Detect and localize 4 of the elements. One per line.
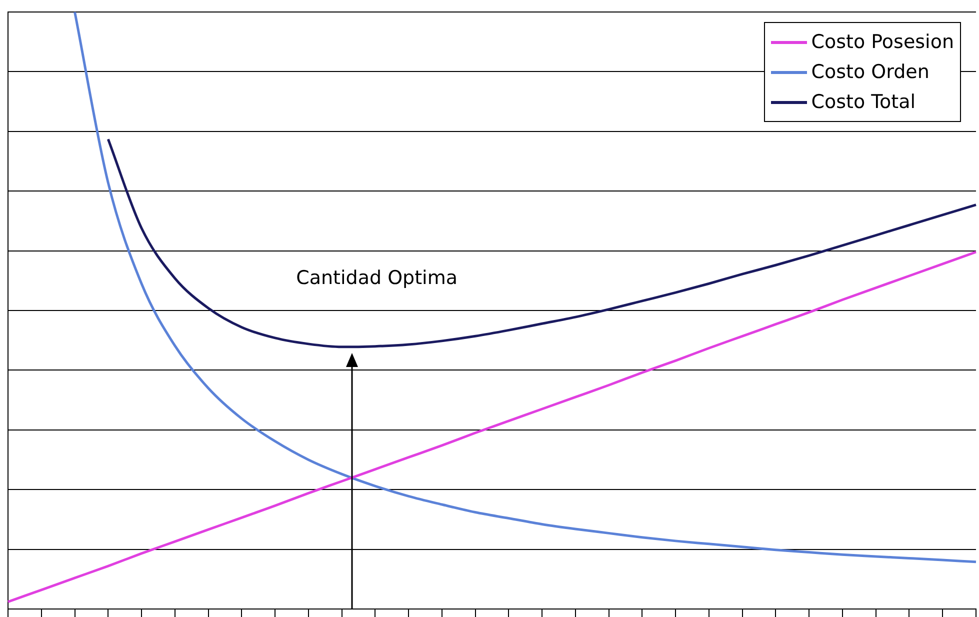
legend-label: Costo Total	[811, 91, 916, 113]
legend-label: Costo Posesion	[811, 31, 954, 53]
legend-label: Costo Orden	[811, 61, 930, 83]
annotation: Cantidad Optima	[296, 266, 458, 289]
